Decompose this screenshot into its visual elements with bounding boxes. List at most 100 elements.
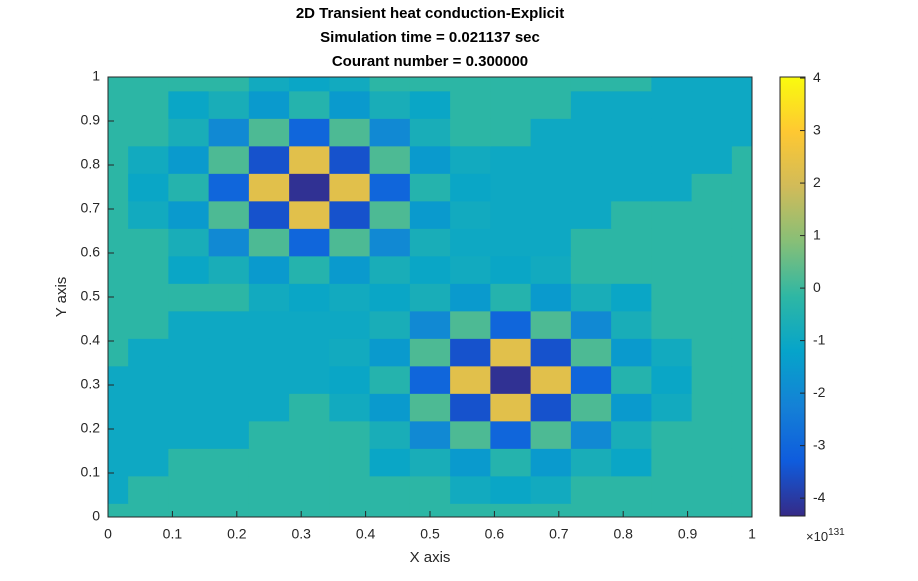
field-cell xyxy=(168,365,210,394)
field-cell xyxy=(289,228,330,257)
field-cell xyxy=(651,173,693,202)
field-cell xyxy=(369,338,411,367)
field-cell xyxy=(289,255,330,284)
field-cell xyxy=(611,448,652,477)
field-cell xyxy=(450,77,491,92)
field-cell xyxy=(651,118,693,147)
field-cell xyxy=(490,228,532,257)
field-cell xyxy=(108,310,129,339)
field-cell xyxy=(570,310,612,339)
field-cell xyxy=(128,448,169,477)
field-cell xyxy=(530,283,572,312)
field-cell xyxy=(450,200,491,229)
field-cell xyxy=(570,448,612,477)
field-cell xyxy=(128,420,169,449)
field-cell xyxy=(289,90,330,119)
colorbar-tick-label: 1 xyxy=(813,226,821,242)
field-cell xyxy=(530,365,572,394)
contour-field xyxy=(108,77,752,517)
field-cell xyxy=(570,90,612,119)
field-cell xyxy=(651,338,693,367)
field-cell xyxy=(570,503,612,517)
field-cell xyxy=(248,200,290,229)
field-cell xyxy=(731,310,752,339)
field-cell xyxy=(128,310,169,339)
field-cell xyxy=(611,200,652,229)
field-cell xyxy=(248,503,290,517)
chart-subtitle: Simulation time = 0.021137 sec xyxy=(320,29,540,46)
field-cell xyxy=(369,255,411,284)
field-cell xyxy=(611,420,652,449)
colorbar-tick-label: 4 xyxy=(813,69,821,85)
field-cell xyxy=(611,393,652,422)
field-cell xyxy=(409,393,451,422)
field-cell xyxy=(168,255,210,284)
field-cell xyxy=(289,393,330,422)
field-cell xyxy=(530,90,572,119)
field-cell xyxy=(450,145,491,174)
field-cell xyxy=(570,173,612,202)
field-cell xyxy=(289,365,330,394)
field-cell xyxy=(731,283,752,312)
y-tick-label: 0.1 xyxy=(81,464,101,480)
field-cell xyxy=(409,173,451,202)
x-axis-label: X axis xyxy=(410,549,451,566)
field-cell xyxy=(651,77,693,92)
field-cell xyxy=(530,448,572,477)
field-cell xyxy=(450,393,491,422)
field-cell xyxy=(329,448,371,477)
field-cell xyxy=(108,77,129,92)
field-cell xyxy=(329,145,371,174)
x-tick-label: 0.8 xyxy=(613,526,633,542)
y-tick-label: 0.8 xyxy=(81,156,101,172)
x-tick-label: 1 xyxy=(748,526,756,542)
field-cell xyxy=(490,118,532,147)
field-cell xyxy=(208,310,250,339)
field-cell xyxy=(208,338,250,367)
field-cell xyxy=(248,228,290,257)
field-cell xyxy=(369,118,411,147)
field-cell xyxy=(731,475,752,504)
field-cell xyxy=(691,420,733,449)
field-cell xyxy=(409,338,451,367)
field-cell xyxy=(691,475,733,504)
field-cell xyxy=(570,475,612,504)
field-cell xyxy=(731,145,752,174)
field-cell xyxy=(450,173,491,202)
y-tick-label: 0.6 xyxy=(81,244,101,260)
field-cell xyxy=(369,448,411,477)
field-cell xyxy=(450,338,491,367)
field-cell xyxy=(108,173,129,202)
field-cell xyxy=(369,475,411,504)
field-cell xyxy=(691,77,733,92)
field-cell xyxy=(691,338,733,367)
field-cell xyxy=(731,228,752,257)
field-cell xyxy=(108,255,129,284)
y-tick-label: 0.3 xyxy=(81,376,101,392)
field-cell xyxy=(490,393,532,422)
field-cell xyxy=(731,200,752,229)
field-cell xyxy=(409,90,451,119)
x-tick-label: 0.9 xyxy=(678,526,698,542)
field-cell xyxy=(611,475,652,504)
field-cell xyxy=(289,503,330,517)
field-cell xyxy=(369,145,411,174)
field-cell xyxy=(450,310,491,339)
field-cell xyxy=(651,283,693,312)
field-cell xyxy=(651,310,693,339)
field-cell xyxy=(490,283,532,312)
field-cell xyxy=(128,365,169,394)
field-cell xyxy=(530,228,572,257)
field-cell xyxy=(369,420,411,449)
field-cell xyxy=(369,173,411,202)
field-cell xyxy=(450,255,491,284)
field-cell xyxy=(329,200,371,229)
field-cell xyxy=(490,90,532,119)
field-cell xyxy=(208,255,250,284)
field-cell xyxy=(731,393,752,422)
field-cell xyxy=(611,77,652,92)
field-cell xyxy=(691,173,733,202)
field-cell xyxy=(248,255,290,284)
field-cell xyxy=(248,393,290,422)
field-cell xyxy=(208,393,250,422)
